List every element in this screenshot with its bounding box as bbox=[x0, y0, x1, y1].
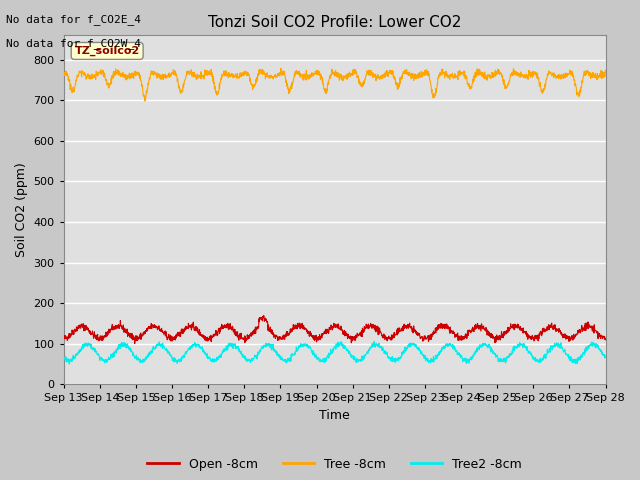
Legend: Open -8cm, Tree -8cm, Tree2 -8cm: Open -8cm, Tree -8cm, Tree2 -8cm bbox=[143, 453, 527, 476]
Text: TZ_soilco2: TZ_soilco2 bbox=[74, 46, 140, 56]
Text: No data for f_CO2W_4: No data for f_CO2W_4 bbox=[6, 38, 141, 49]
Text: No data for f_CO2E_4: No data for f_CO2E_4 bbox=[6, 14, 141, 25]
Title: Tonzi Soil CO2 Profile: Lower CO2: Tonzi Soil CO2 Profile: Lower CO2 bbox=[208, 15, 461, 30]
X-axis label: Time: Time bbox=[319, 409, 350, 422]
Y-axis label: Soil CO2 (ppm): Soil CO2 (ppm) bbox=[15, 162, 28, 257]
